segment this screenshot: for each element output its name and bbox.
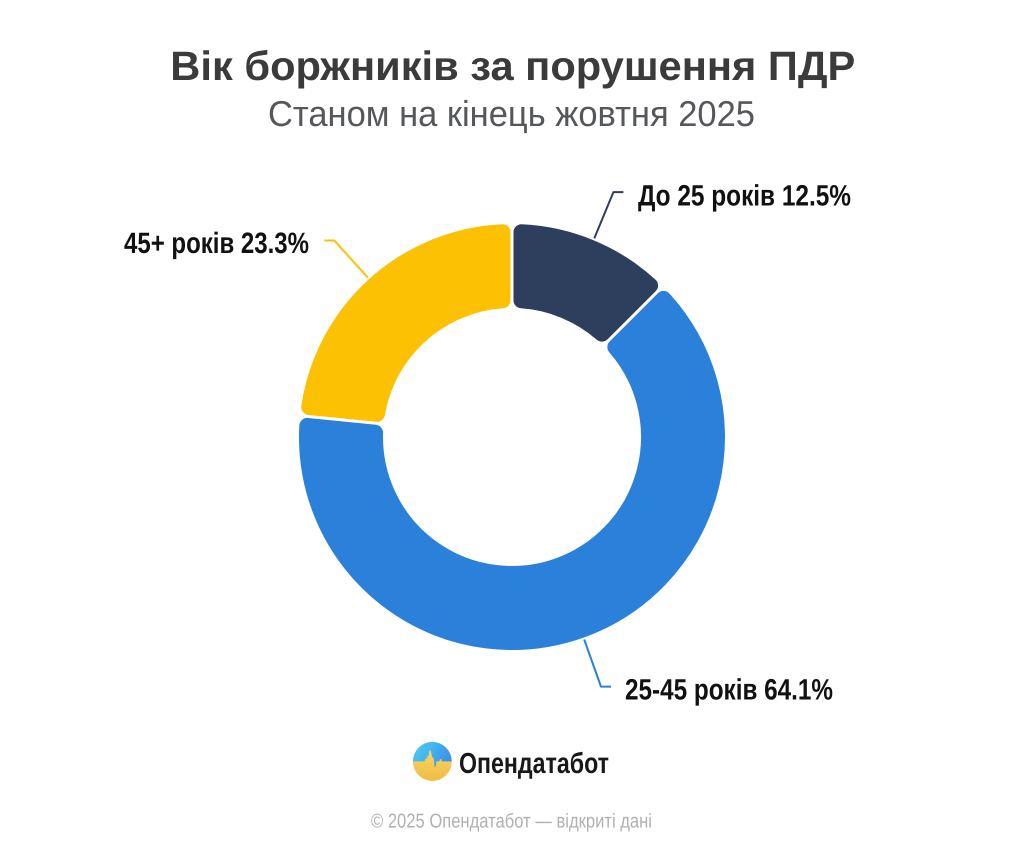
svg-text:© 2025 Опендатабот — відкриті: © 2025 Опендатабот — відкриті дані	[371, 811, 652, 833]
svg-text:До 25 років 12.5%: До 25 років 12.5%	[638, 179, 851, 212]
svg-text:45+ років 23.3%: 45+ років 23.3%	[124, 227, 309, 260]
svg-text:Опендатабот: Опендатабот	[459, 748, 609, 780]
svg-text:Вік боржників за порушення ПДР: Вік боржників за порушення ПДР	[170, 43, 855, 89]
svg-text:25-45 років 64.1%: 25-45 років 64.1%	[625, 674, 833, 707]
svg-text:Станом на кінець жовтня 2025: Станом на кінець жовтня 2025	[268, 93, 755, 134]
